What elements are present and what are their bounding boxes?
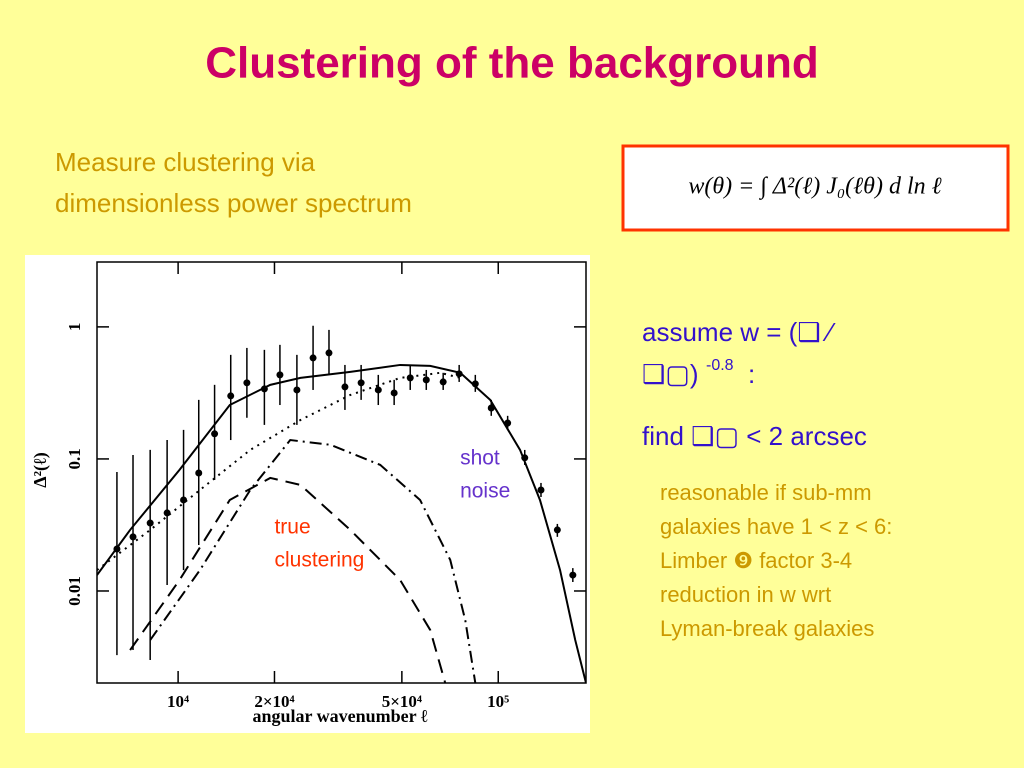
data-point <box>180 496 188 504</box>
x-tick-label: 5×10⁴ <box>382 692 422 711</box>
y-tick-label: 1 <box>65 323 84 332</box>
annotation: true <box>274 516 310 539</box>
model-curve <box>97 363 586 683</box>
data-point <box>211 430 219 438</box>
data-point <box>309 354 317 362</box>
note-line: reduction in w wrt <box>660 582 831 607</box>
data-point <box>146 519 154 527</box>
data-point <box>129 533 137 541</box>
annotation: shot <box>460 446 500 469</box>
intro-line: dimensionless power spectrum <box>55 188 412 218</box>
data-point <box>553 526 561 534</box>
data-point <box>521 454 529 462</box>
data-point <box>569 571 577 579</box>
data-point <box>341 383 349 391</box>
data-point <box>374 386 382 394</box>
x-axis-label: angular wavenumber ℓ <box>252 706 427 726</box>
data-point <box>260 385 268 393</box>
data-point <box>390 389 398 397</box>
x-tick-label: 2×10⁴ <box>254 692 294 711</box>
model-curve <box>129 476 447 683</box>
formula-box <box>621 144 1010 232</box>
data-point <box>357 379 365 387</box>
data-point <box>276 371 284 379</box>
y-tick-label: 0.1 <box>65 448 84 469</box>
data-point <box>504 419 512 427</box>
assume-exponent: -0.8 <box>706 357 734 374</box>
formula: w(θ) = ∫ Δ²(ℓ) J₀(ℓθ) d ln ℓ <box>688 174 941 201</box>
annotation: noise <box>460 479 510 502</box>
model-curve <box>97 371 461 571</box>
data-point <box>243 379 251 387</box>
assume-end: : <box>748 359 755 389</box>
find-line: find ❑▢ < 2 arcsec <box>642 421 867 451</box>
data-point <box>195 469 203 477</box>
y-axis-label: Δ²(ℓ) <box>30 452 51 487</box>
data-point <box>471 380 479 388</box>
data-point <box>487 404 495 412</box>
note-line: Lyman-break galaxies <box>660 616 874 641</box>
data-point <box>422 376 430 384</box>
data-point <box>455 370 463 378</box>
plot-frame <box>96 261 587 684</box>
data-point <box>293 386 301 394</box>
x-tick-label: 10⁴ <box>167 692 189 711</box>
model-curve <box>149 438 477 683</box>
note-line: Limber ❾ factor 3-4 <box>660 548 852 573</box>
data-point <box>439 378 447 386</box>
note-line: reasonable if sub-mm <box>660 480 872 505</box>
slide-title: Clustering of the background <box>205 39 819 88</box>
data-point <box>406 374 414 382</box>
figure-background <box>25 255 590 733</box>
data-point <box>163 509 171 517</box>
plot-area <box>97 325 586 683</box>
data-point <box>325 349 333 357</box>
data-point <box>113 545 121 553</box>
data-point <box>537 486 545 494</box>
intro-line: Measure clustering via <box>55 147 316 177</box>
assume-line: assume w = (❑ ⁄ <box>642 317 836 347</box>
note-line: galaxies have 1 < z < 6: <box>660 514 892 539</box>
annotation: clustering <box>274 549 364 572</box>
assume-line: ❑▢) <box>642 359 699 389</box>
x-tick-label: 10⁵ <box>487 692 509 711</box>
data-point <box>227 392 235 400</box>
y-tick-label: 0.01 <box>65 576 84 606</box>
